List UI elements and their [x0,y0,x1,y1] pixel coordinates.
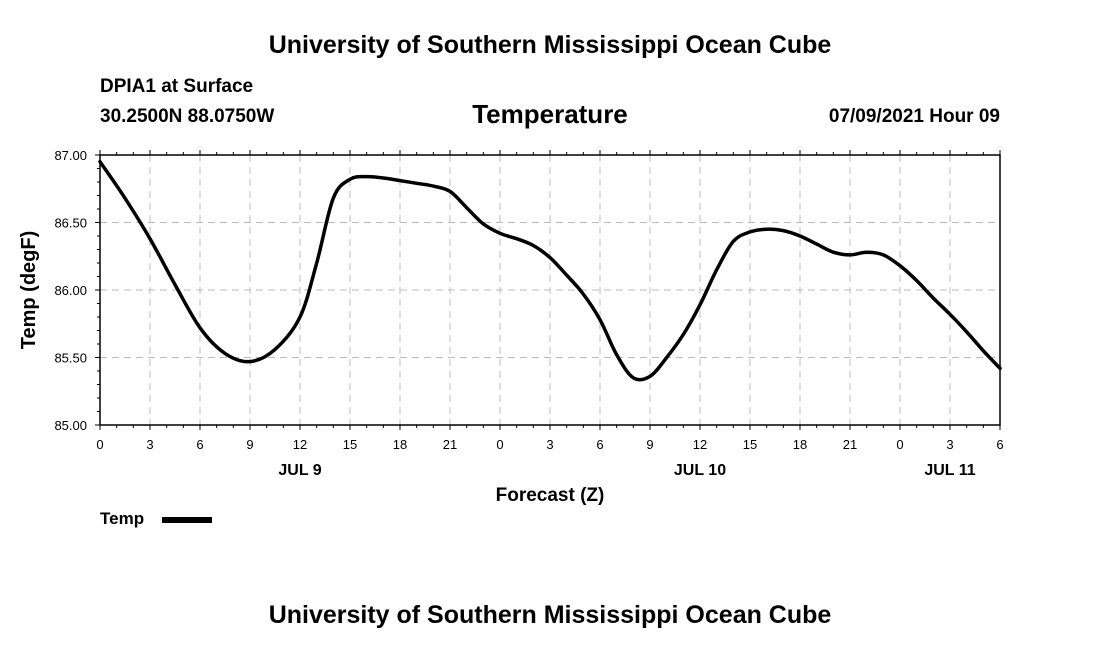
x-tick-label: 6 [996,437,1003,452]
x-tick-label: 12 [693,437,707,452]
x-tick-label: 0 [496,437,503,452]
y-tick-label: 85.50 [54,351,87,366]
x-tick-label: 0 [96,437,103,452]
y-tick-label: 86.50 [54,216,87,231]
x-tick-label: 18 [793,437,807,452]
station-label: DPIA1 at Surface [100,76,254,97]
x-tick-label: 21 [843,437,857,452]
legend-label: Temp [100,509,145,528]
x-tick-label: 15 [743,437,757,452]
station-coordinates: 30.2500N 88.0750W [100,106,275,127]
plot-frame [99,154,1001,426]
x-tick-label: 6 [196,437,203,452]
y-tick-label: 86.00 [54,283,87,298]
report-title-bottom: University of Southern Mississippi Ocean… [268,601,832,629]
x-tick-label: 15 [343,437,357,452]
report-title-top: University of Southern Mississippi Ocean… [268,31,832,59]
y-tick-label: 85.00 [54,418,87,433]
x-tick-label: 9 [246,437,253,452]
chart-title: Temperature [472,99,628,129]
x-day-label: JUL 11 [924,462,975,479]
x-tick-label: 21 [443,437,457,452]
x-tick-label: 18 [393,437,407,452]
x-tick-label: 0 [896,437,903,452]
x-tick-label: 12 [293,437,307,452]
x-tick-label: 3 [546,437,553,452]
legend-swatch [162,517,212,523]
x-day-label: JUL 10 [674,462,726,479]
forecast-timestamp: 07/09/2021 Hour 09 [828,106,1000,127]
x-tick-label: 3 [946,437,953,452]
series-line-temp [98,159,1002,382]
x-tick-label: 3 [146,437,153,452]
x-tick-label: 6 [596,437,603,452]
y-axis-label: Temp (degF) [18,231,40,350]
x-axis-label: Forecast (Z) [496,485,605,506]
x-tick-label: 9 [646,437,653,452]
x-day-label: JUL 9 [278,462,321,479]
y-tick-label: 87.00 [54,148,87,163]
